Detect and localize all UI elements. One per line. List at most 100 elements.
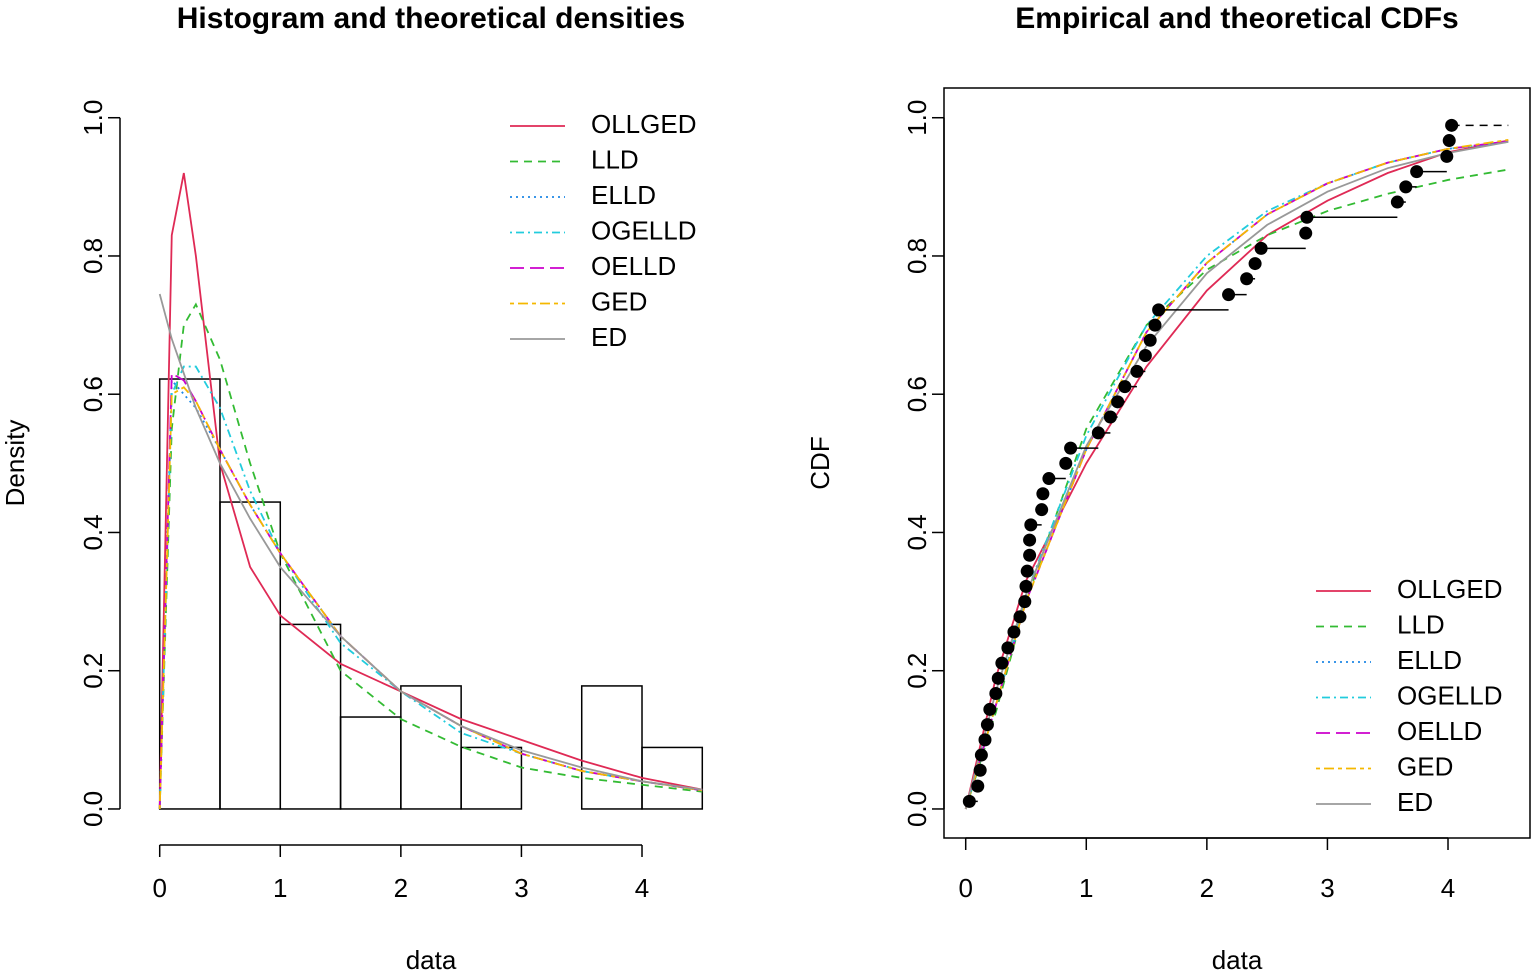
y-tick-label: 0.4 xyxy=(78,514,108,550)
ecdf-point xyxy=(1240,272,1254,286)
y-tick-label: 0.0 xyxy=(78,791,108,827)
ecdf-point xyxy=(1042,472,1056,486)
y-axis-label: CDF xyxy=(805,436,835,489)
ecdf-point xyxy=(1007,625,1021,639)
histogram-bar xyxy=(339,716,402,810)
x-tick-label: 2 xyxy=(394,873,408,903)
legend-label: LLD xyxy=(1397,609,1445,639)
panel: Empirical and theoretical CDFs data CDF 0 1 2… xyxy=(805,2,1531,975)
ecdf-point xyxy=(1299,226,1313,240)
legend-label: OLLGED xyxy=(1397,574,1503,604)
legend-label: OELLD xyxy=(1397,716,1482,746)
density-curve xyxy=(158,371,703,809)
x-tick-label: 4 xyxy=(635,873,649,903)
y-tick-label: 1.0 xyxy=(902,100,932,136)
ecdf-point xyxy=(1148,318,1162,332)
chart-title: Histogram and theoretical densities xyxy=(177,2,685,35)
ecdf-point xyxy=(1445,118,1459,132)
ecdf-point xyxy=(1035,503,1049,517)
ecdf-point xyxy=(1130,364,1144,378)
ecdf-point xyxy=(1222,288,1236,302)
y-tick-label: 1.0 xyxy=(78,100,108,136)
x-tick-label: 0 xyxy=(958,873,972,903)
y-tick-label: 0.0 xyxy=(902,791,932,827)
ecdf-point xyxy=(995,656,1009,670)
ecdf-point xyxy=(1248,257,1262,271)
ecdf-point xyxy=(1103,410,1117,424)
legend-label: ED xyxy=(1397,787,1433,817)
x-tick-label: 1 xyxy=(1079,873,1093,903)
panel: Histogram and theoretical densities data D… xyxy=(0,2,704,975)
histogram-bar xyxy=(460,746,523,810)
y-axis-label: Density xyxy=(0,420,30,507)
density-curve xyxy=(158,172,703,809)
ecdf-point xyxy=(1111,395,1125,409)
chart-title: Empirical and theoretical CDFs xyxy=(1015,2,1458,35)
legend-label: ED xyxy=(591,322,627,352)
ecdf-point xyxy=(1013,610,1027,624)
ecdf-point xyxy=(1300,210,1314,224)
x-tick-label: 1 xyxy=(273,873,287,903)
ecdf-point xyxy=(1410,165,1424,179)
ecdf-point xyxy=(1020,564,1034,578)
y-tick-label: 0.6 xyxy=(78,376,108,412)
ecdf-point xyxy=(978,733,992,747)
y-tick-label: 0.8 xyxy=(78,238,108,274)
x-tick-label: 3 xyxy=(514,873,528,903)
ecdf-point xyxy=(1143,333,1157,347)
legend-label: ELLD xyxy=(1397,645,1462,675)
x-tick-label: 4 xyxy=(1441,873,1455,903)
density-curve xyxy=(158,293,703,791)
legend-label: GED xyxy=(591,286,647,316)
x-tick-label: 3 xyxy=(1320,873,1334,903)
ecdf-point xyxy=(1442,134,1456,148)
ecdf-point xyxy=(1064,441,1078,455)
histogram-bar xyxy=(219,501,282,810)
ecdf-point xyxy=(1036,487,1050,501)
histogram-bar xyxy=(580,685,643,810)
density-curve xyxy=(158,386,703,809)
ecdf-point xyxy=(1152,303,1166,317)
ecdf-point xyxy=(1399,180,1413,194)
ecdf-point xyxy=(1059,456,1073,470)
legend-label: GED xyxy=(1397,751,1453,781)
ecdf-point xyxy=(1091,426,1105,440)
ecdf-point xyxy=(974,748,988,762)
legend-label: OGELLD xyxy=(1397,680,1503,710)
ecdf-point xyxy=(1023,548,1037,562)
x-axis-label: data xyxy=(1212,945,1263,975)
density-curve xyxy=(158,378,703,809)
ecdf-point xyxy=(1019,579,1033,593)
ecdf-point xyxy=(1001,641,1015,655)
y-tick-label: 0.6 xyxy=(902,376,932,412)
ecdf-point xyxy=(973,763,987,777)
ecdf-point xyxy=(980,718,994,732)
ecdf-point xyxy=(991,671,1005,685)
ecdf-point xyxy=(1138,349,1152,363)
x-tick-label: 2 xyxy=(1200,873,1214,903)
x-axis-label: data xyxy=(406,945,457,975)
ecdf-point xyxy=(983,702,997,716)
ecdf-point xyxy=(962,794,976,808)
ecdf-point xyxy=(1024,518,1038,532)
y-tick-label: 0.4 xyxy=(902,514,932,550)
legend-label: OLLGED xyxy=(591,109,697,139)
legend-label: OGELLD xyxy=(591,215,697,245)
ecdf-point xyxy=(971,779,985,793)
x-tick-label: 0 xyxy=(152,873,166,903)
density-curve xyxy=(158,302,703,809)
legend-label: LLD xyxy=(591,144,639,174)
y-tick-label: 0.8 xyxy=(902,238,932,274)
y-tick-label: 0.2 xyxy=(78,653,108,689)
ecdf-point xyxy=(1018,595,1032,609)
histogram-bar xyxy=(641,746,704,810)
ecdf-point xyxy=(1023,533,1037,547)
ecdf-point xyxy=(989,687,1003,701)
ecdf-point xyxy=(1390,195,1404,209)
y-tick-label: 0.2 xyxy=(902,653,932,689)
legend-label: OELLD xyxy=(591,251,676,281)
ecdf-point xyxy=(1118,380,1132,394)
ecdf-point xyxy=(1254,241,1268,255)
ecdf-point xyxy=(1440,149,1454,163)
